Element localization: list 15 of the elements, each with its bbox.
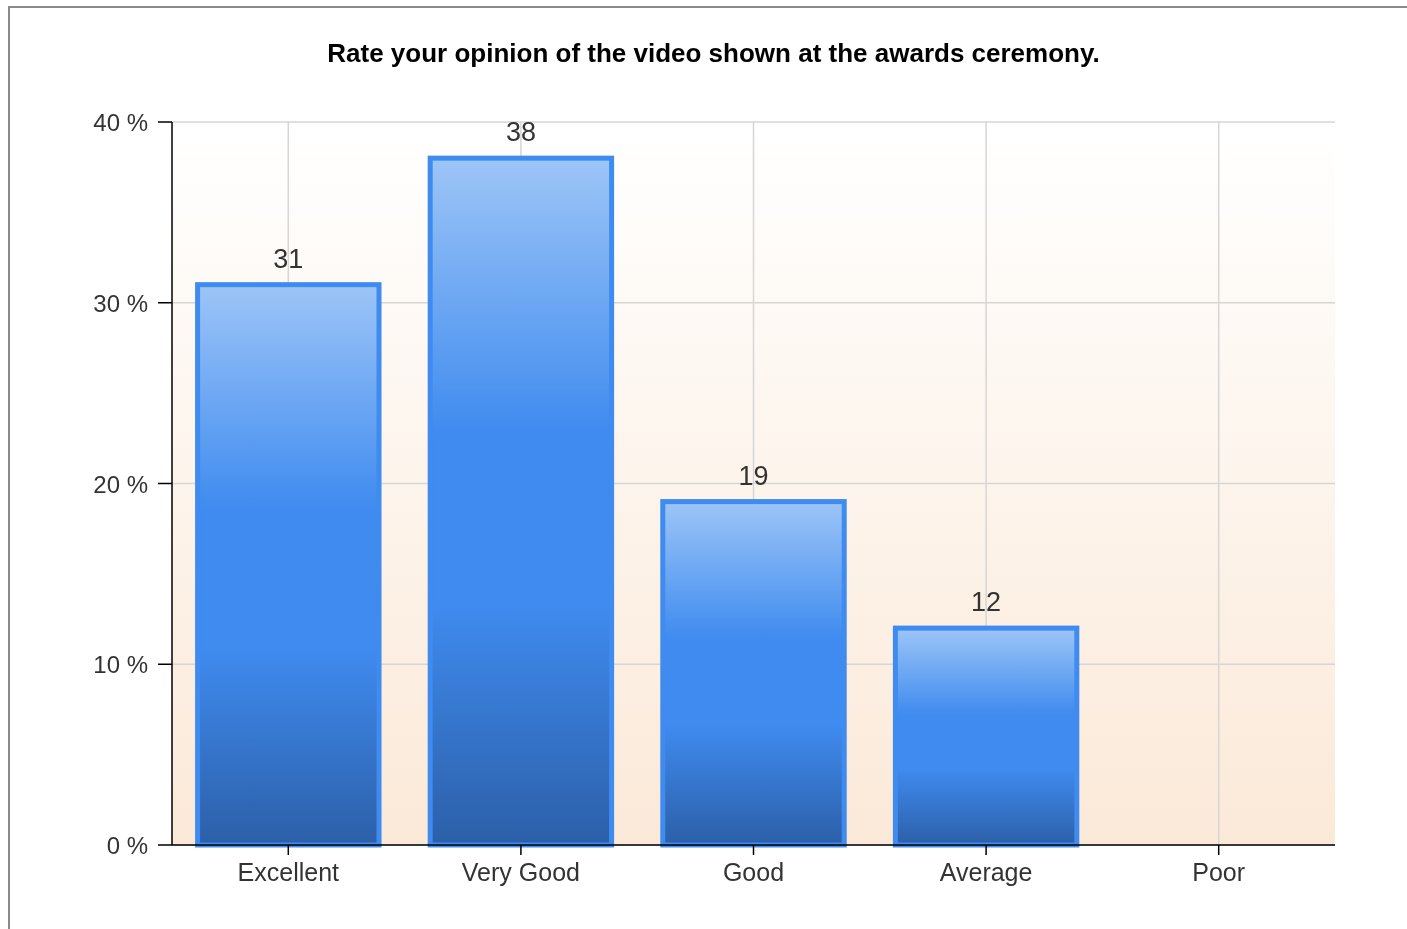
y-tick-label: 40 %	[93, 109, 148, 136]
x-tick-label: Poor	[1192, 858, 1246, 886]
data-label: 12	[971, 587, 1002, 618]
x-tick-label: Excellent	[237, 858, 340, 886]
y-tick-label: 0 %	[106, 832, 148, 859]
data-label: 38	[505, 117, 536, 148]
chart-title: Rate your opinion of the video shown at the awards ceremony.	[327, 38, 1100, 68]
x-tick-label: Average	[939, 858, 1033, 886]
x-tick-label: Very Good	[461, 858, 580, 886]
x-tick-label: Good	[722, 858, 785, 886]
y-tick-label: 30 %	[93, 289, 148, 317]
data-label: 19	[738, 460, 769, 491]
data-label: 31	[273, 243, 304, 274]
y-tick-label: 10 %	[93, 651, 148, 679]
y-tick-label: 20 %	[93, 470, 148, 498]
